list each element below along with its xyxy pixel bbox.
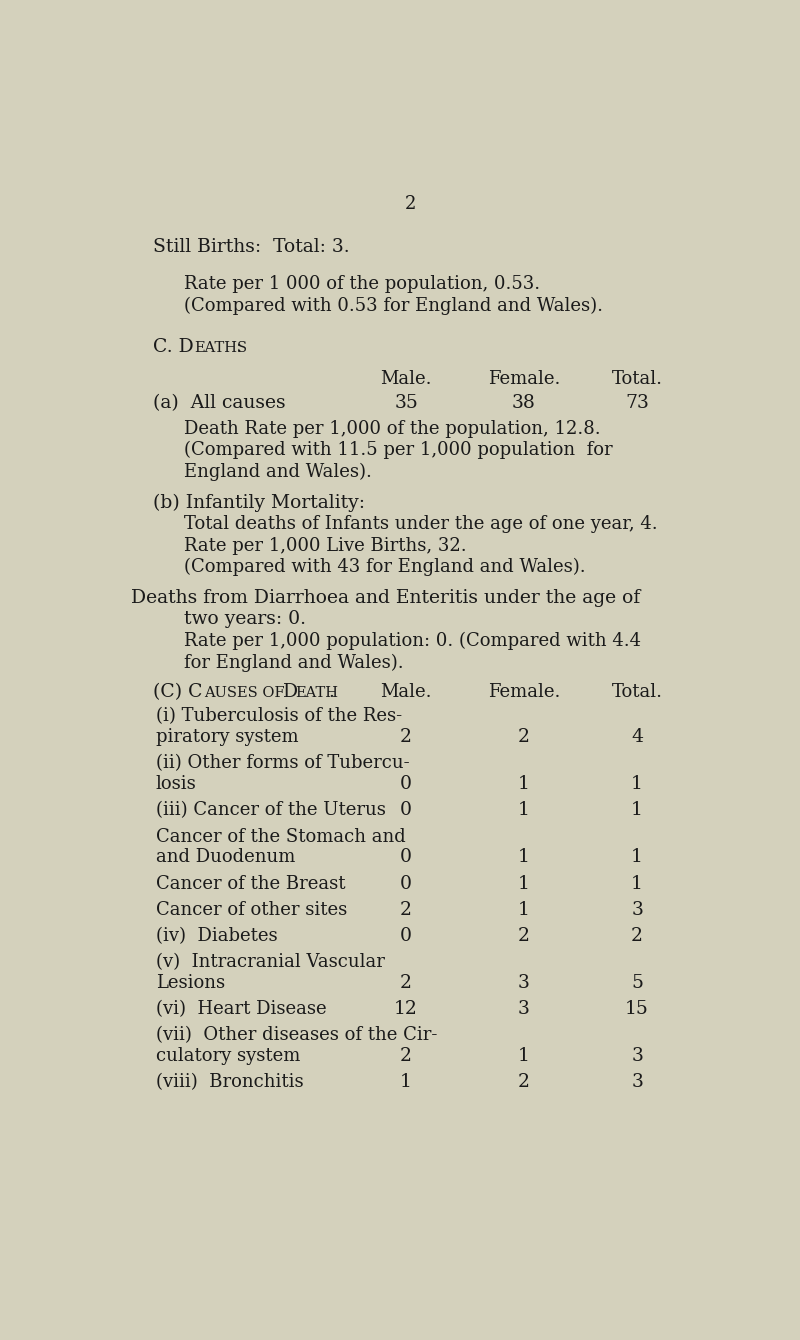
Text: 1: 1 bbox=[518, 1047, 530, 1065]
Text: Lesions: Lesions bbox=[156, 974, 225, 992]
Text: 1: 1 bbox=[518, 875, 530, 892]
Text: (ii) Other forms of Tubercu-: (ii) Other forms of Tubercu- bbox=[156, 754, 410, 772]
Text: AUSES OF: AUSES OF bbox=[204, 686, 285, 699]
Text: EATH: EATH bbox=[295, 686, 338, 699]
Text: 1: 1 bbox=[518, 801, 530, 820]
Text: 1: 1 bbox=[631, 776, 643, 793]
Text: (vi)  Heart Disease: (vi) Heart Disease bbox=[156, 1000, 326, 1018]
Text: 1: 1 bbox=[400, 1073, 412, 1091]
Text: (Compared with 0.53 for England and Wales).: (Compared with 0.53 for England and Wale… bbox=[184, 296, 602, 315]
Text: 2: 2 bbox=[404, 196, 416, 213]
Text: Male.: Male. bbox=[380, 370, 432, 389]
Text: (Compared with 11.5 per 1,000 population  for: (Compared with 11.5 per 1,000 population… bbox=[184, 441, 612, 460]
Text: 1: 1 bbox=[631, 801, 643, 820]
Text: (iii) Cancer of the Uterus: (iii) Cancer of the Uterus bbox=[156, 801, 386, 820]
Text: Cancer of the Stomach and: Cancer of the Stomach and bbox=[156, 828, 406, 846]
Text: 1: 1 bbox=[518, 776, 530, 793]
Text: :: : bbox=[237, 338, 242, 356]
Text: EATHS: EATHS bbox=[194, 340, 247, 355]
Text: Cancer of the Breast: Cancer of the Breast bbox=[156, 875, 346, 892]
Text: 0: 0 bbox=[400, 875, 412, 892]
Text: 3: 3 bbox=[518, 1000, 530, 1018]
Text: Female.: Female. bbox=[488, 370, 560, 389]
Text: Female.: Female. bbox=[488, 683, 560, 701]
Text: (Compared with 43 for England and Wales).: (Compared with 43 for England and Wales)… bbox=[184, 559, 586, 576]
Text: Total deaths of Infants under the age of one year, 4.: Total deaths of Infants under the age of… bbox=[184, 515, 658, 533]
Text: C. D: C. D bbox=[153, 338, 194, 356]
Text: 1: 1 bbox=[631, 875, 643, 892]
Text: (C) C: (C) C bbox=[153, 683, 202, 701]
Text: Total.: Total. bbox=[611, 683, 662, 701]
Text: 3: 3 bbox=[518, 974, 530, 992]
Text: 1: 1 bbox=[518, 900, 530, 919]
Text: Deaths from Diarrhoea and Enteritis under the age of: Deaths from Diarrhoea and Enteritis unde… bbox=[131, 588, 640, 607]
Text: 0: 0 bbox=[400, 848, 412, 867]
Text: 15: 15 bbox=[625, 1000, 649, 1018]
Text: 1: 1 bbox=[518, 848, 530, 867]
Text: 12: 12 bbox=[394, 1000, 418, 1018]
Text: D: D bbox=[277, 683, 298, 701]
Text: (viii)  Bronchitis: (viii) Bronchitis bbox=[156, 1073, 303, 1091]
Text: 1: 1 bbox=[631, 848, 643, 867]
Text: 3: 3 bbox=[631, 900, 643, 919]
Text: (v)  Intracranial Vascular: (v) Intracranial Vascular bbox=[156, 953, 385, 972]
Text: Rate per 1,000 Live Births, 32.: Rate per 1,000 Live Births, 32. bbox=[184, 536, 466, 555]
Text: England and Wales).: England and Wales). bbox=[184, 462, 371, 481]
Text: (b) Infantily Mortality:: (b) Infantily Mortality: bbox=[153, 493, 365, 512]
Text: 5: 5 bbox=[631, 974, 643, 992]
Text: 3: 3 bbox=[631, 1073, 643, 1091]
Text: 73: 73 bbox=[625, 394, 649, 413]
Text: Rate per 1,000 population: 0. (Compared with 4.4: Rate per 1,000 population: 0. (Compared … bbox=[184, 632, 641, 650]
Text: 0: 0 bbox=[400, 927, 412, 945]
Text: 4: 4 bbox=[631, 728, 643, 746]
Text: two years: 0.: two years: 0. bbox=[184, 611, 306, 628]
Text: losis: losis bbox=[156, 776, 197, 793]
Text: and Duodenum: and Duodenum bbox=[156, 848, 295, 867]
Text: culatory system: culatory system bbox=[156, 1047, 300, 1065]
Text: 2: 2 bbox=[400, 1047, 412, 1065]
Text: (i) Tuberculosis of the Res-: (i) Tuberculosis of the Res- bbox=[156, 708, 402, 725]
Text: Total.: Total. bbox=[611, 370, 662, 389]
Text: (iv)  Diabetes: (iv) Diabetes bbox=[156, 927, 278, 945]
Text: (a)  All causes: (a) All causes bbox=[153, 394, 286, 413]
Text: (vii)  Other diseases of the Cir-: (vii) Other diseases of the Cir- bbox=[156, 1026, 437, 1044]
Text: 35: 35 bbox=[394, 394, 418, 413]
Text: Death Rate per 1,000 of the population, 12.8.: Death Rate per 1,000 of the population, … bbox=[184, 419, 600, 438]
Text: 2: 2 bbox=[518, 728, 530, 746]
Text: .: . bbox=[329, 683, 334, 701]
Text: for England and Wales).: for England and Wales). bbox=[184, 654, 403, 671]
Text: 2: 2 bbox=[518, 1073, 530, 1091]
Text: 2: 2 bbox=[518, 927, 530, 945]
Text: 0: 0 bbox=[400, 801, 412, 820]
Text: 2: 2 bbox=[400, 728, 412, 746]
Text: 0: 0 bbox=[400, 776, 412, 793]
Text: piratory system: piratory system bbox=[156, 728, 298, 746]
Text: Rate per 1 000 of the population, 0.53.: Rate per 1 000 of the population, 0.53. bbox=[184, 275, 540, 292]
Text: 2: 2 bbox=[631, 927, 643, 945]
Text: Still Births:  Total: 3.: Still Births: Total: 3. bbox=[153, 237, 350, 256]
Text: 38: 38 bbox=[512, 394, 536, 413]
Text: Cancer of other sites: Cancer of other sites bbox=[156, 900, 347, 919]
Text: 2: 2 bbox=[400, 974, 412, 992]
Text: 3: 3 bbox=[631, 1047, 643, 1065]
Text: 2: 2 bbox=[400, 900, 412, 919]
Text: Male.: Male. bbox=[380, 683, 432, 701]
